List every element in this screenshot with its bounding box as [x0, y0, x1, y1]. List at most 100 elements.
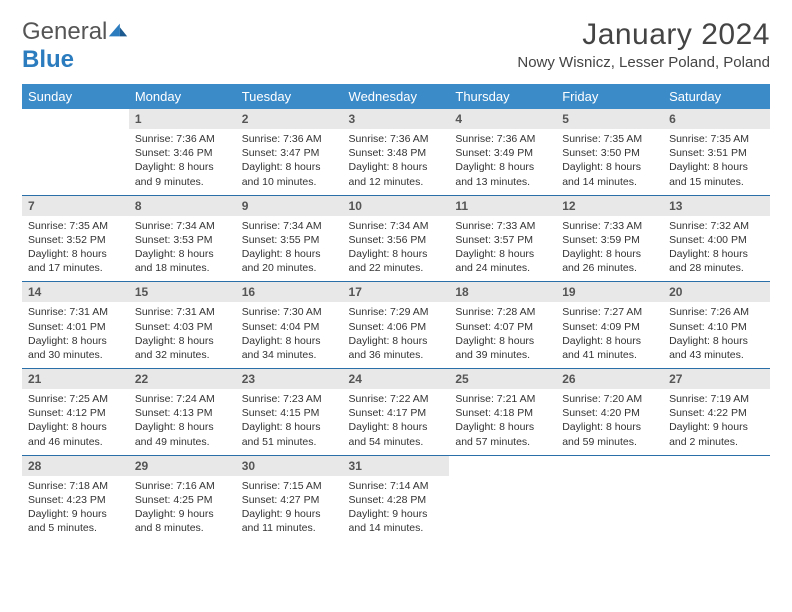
day-number: 10 [343, 196, 450, 216]
day-data-line: Sunrise: 7:21 AM [455, 392, 550, 406]
calendar-day-cell: 16Sunrise: 7:30 AMSunset: 4:04 PMDayligh… [236, 282, 343, 369]
day-data-line: Sunset: 4:13 PM [135, 406, 230, 420]
day-data-line: Daylight: 8 hours [135, 160, 230, 174]
day-number: 24 [343, 369, 450, 389]
day-data-line: and 46 minutes. [28, 435, 123, 449]
day-data-line: Sunset: 3:53 PM [135, 233, 230, 247]
calendar-week-row: 1Sunrise: 7:36 AMSunset: 3:46 PMDaylight… [22, 109, 770, 195]
day-data-line: Sunset: 3:59 PM [562, 233, 657, 247]
day-data: Sunrise: 7:36 AMSunset: 3:46 PMDaylight:… [129, 129, 236, 195]
day-data-line: and 15 minutes. [669, 175, 764, 189]
header: General Blue January 2024 Nowy Wisnicz, … [22, 18, 770, 74]
calendar-day-cell: 2Sunrise: 7:36 AMSunset: 3:47 PMDaylight… [236, 109, 343, 195]
day-data-line: Daylight: 8 hours [242, 420, 337, 434]
calendar-day-cell: 17Sunrise: 7:29 AMSunset: 4:06 PMDayligh… [343, 282, 450, 369]
calendar-day-cell: 28Sunrise: 7:18 AMSunset: 4:23 PMDayligh… [22, 455, 129, 541]
day-data-line: Daylight: 8 hours [28, 420, 123, 434]
logo-text-blue: Blue [22, 46, 74, 73]
day-data-line: Sunrise: 7:36 AM [242, 132, 337, 146]
day-data-line: Sunrise: 7:32 AM [669, 219, 764, 233]
day-data-line: and 24 minutes. [455, 261, 550, 275]
day-number: 7 [22, 196, 129, 216]
day-number: 30 [236, 456, 343, 476]
calendar-week-row: 7Sunrise: 7:35 AMSunset: 3:52 PMDaylight… [22, 195, 770, 282]
day-data-line: Daylight: 8 hours [242, 160, 337, 174]
day-data-line: Daylight: 8 hours [28, 247, 123, 261]
day-number: 11 [449, 196, 556, 216]
day-data: Sunrise: 7:31 AMSunset: 4:01 PMDaylight:… [22, 302, 129, 368]
day-data-line: Daylight: 8 hours [669, 334, 764, 348]
calendar-day-cell: 31Sunrise: 7:14 AMSunset: 4:28 PMDayligh… [343, 455, 450, 541]
day-data: Sunrise: 7:34 AMSunset: 3:53 PMDaylight:… [129, 216, 236, 282]
day-data-line: Daylight: 9 hours [242, 507, 337, 521]
day-data-line: Daylight: 8 hours [455, 160, 550, 174]
day-data-line: Daylight: 9 hours [135, 507, 230, 521]
day-data-line: Sunset: 4:20 PM [562, 406, 657, 420]
day-data-line: Sunrise: 7:35 AM [562, 132, 657, 146]
calendar-week-row: 21Sunrise: 7:25 AMSunset: 4:12 PMDayligh… [22, 369, 770, 456]
day-data-line: Sunrise: 7:33 AM [455, 219, 550, 233]
day-data-line: Sunset: 3:48 PM [349, 146, 444, 160]
day-data: Sunrise: 7:33 AMSunset: 3:59 PMDaylight:… [556, 216, 663, 282]
day-data: Sunrise: 7:34 AMSunset: 3:56 PMDaylight:… [343, 216, 450, 282]
day-data-line: and 43 minutes. [669, 348, 764, 362]
day-data-line: Daylight: 8 hours [669, 160, 764, 174]
day-data-line: Sunset: 3:47 PM [242, 146, 337, 160]
day-data-line: Sunset: 3:57 PM [455, 233, 550, 247]
day-header: Tuesday [236, 84, 343, 109]
calendar-day-cell [449, 455, 556, 541]
day-data-line: Sunset: 4:04 PM [242, 320, 337, 334]
day-data-line: Sunset: 4:03 PM [135, 320, 230, 334]
day-number: 12 [556, 196, 663, 216]
day-data-line: Sunrise: 7:36 AM [349, 132, 444, 146]
day-data: Sunrise: 7:26 AMSunset: 4:10 PMDaylight:… [663, 302, 770, 368]
day-data-line: Daylight: 8 hours [349, 420, 444, 434]
day-data-line: Daylight: 8 hours [135, 420, 230, 434]
day-number: 19 [556, 282, 663, 302]
day-data: Sunrise: 7:22 AMSunset: 4:17 PMDaylight:… [343, 389, 450, 455]
day-data-line: and 39 minutes. [455, 348, 550, 362]
calendar-day-cell: 5Sunrise: 7:35 AMSunset: 3:50 PMDaylight… [556, 109, 663, 195]
day-data: Sunrise: 7:30 AMSunset: 4:04 PMDaylight:… [236, 302, 343, 368]
calendar-day-cell: 15Sunrise: 7:31 AMSunset: 4:03 PMDayligh… [129, 282, 236, 369]
day-data-line: Daylight: 9 hours [669, 420, 764, 434]
day-data: Sunrise: 7:24 AMSunset: 4:13 PMDaylight:… [129, 389, 236, 455]
day-data: Sunrise: 7:16 AMSunset: 4:25 PMDaylight:… [129, 476, 236, 542]
day-data-line: and 12 minutes. [349, 175, 444, 189]
day-data: Sunrise: 7:33 AMSunset: 3:57 PMDaylight:… [449, 216, 556, 282]
day-header: Saturday [663, 84, 770, 109]
day-data-line: Sunset: 4:28 PM [349, 493, 444, 507]
day-data-line: Sunset: 3:46 PM [135, 146, 230, 160]
day-data-line: and 20 minutes. [242, 261, 337, 275]
day-header: Sunday [22, 84, 129, 109]
calendar-table: Sunday Monday Tuesday Wednesday Thursday… [22, 84, 770, 541]
day-data-line: Sunset: 3:55 PM [242, 233, 337, 247]
day-number: 22 [129, 369, 236, 389]
day-number: 3 [343, 109, 450, 129]
day-data-line: Sunset: 3:56 PM [349, 233, 444, 247]
calendar-day-cell: 4Sunrise: 7:36 AMSunset: 3:49 PMDaylight… [449, 109, 556, 195]
day-data-line: Daylight: 8 hours [562, 334, 657, 348]
day-data: Sunrise: 7:35 AMSunset: 3:52 PMDaylight:… [22, 216, 129, 282]
day-data-line: Sunrise: 7:29 AM [349, 305, 444, 319]
calendar-day-cell: 25Sunrise: 7:21 AMSunset: 4:18 PMDayligh… [449, 369, 556, 456]
day-data: Sunrise: 7:23 AMSunset: 4:15 PMDaylight:… [236, 389, 343, 455]
calendar-day-cell: 30Sunrise: 7:15 AMSunset: 4:27 PMDayligh… [236, 455, 343, 541]
day-data-line: and 10 minutes. [242, 175, 337, 189]
day-data: Sunrise: 7:36 AMSunset: 3:48 PMDaylight:… [343, 129, 450, 195]
day-data-line: Daylight: 8 hours [562, 247, 657, 261]
day-number: 28 [22, 456, 129, 476]
calendar-day-cell: 29Sunrise: 7:16 AMSunset: 4:25 PMDayligh… [129, 455, 236, 541]
day-data-line: Sunrise: 7:34 AM [242, 219, 337, 233]
day-number: 21 [22, 369, 129, 389]
day-data-line: Sunrise: 7:14 AM [349, 479, 444, 493]
day-number: 20 [663, 282, 770, 302]
day-data-line: Sunrise: 7:25 AM [28, 392, 123, 406]
day-data-line: Daylight: 8 hours [242, 247, 337, 261]
day-data-line: Sunset: 4:25 PM [135, 493, 230, 507]
day-data-line: Daylight: 8 hours [455, 334, 550, 348]
day-data-line: Sunset: 4:18 PM [455, 406, 550, 420]
day-number: 27 [663, 369, 770, 389]
day-data: Sunrise: 7:36 AMSunset: 3:47 PMDaylight:… [236, 129, 343, 195]
day-data: Sunrise: 7:25 AMSunset: 4:12 PMDaylight:… [22, 389, 129, 455]
